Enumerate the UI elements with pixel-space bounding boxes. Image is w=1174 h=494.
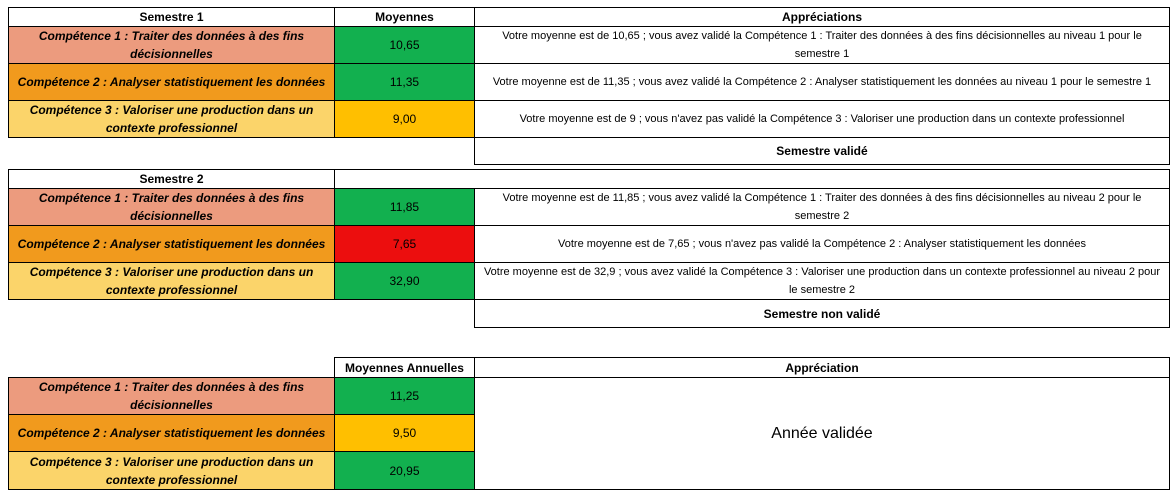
appreciations-header: Appréciations: [474, 7, 1170, 27]
s1-appreciation-3: Votre moyenne est de 9 ; vous n'avez pas…: [474, 100, 1170, 138]
an-competence-2: Compétence 2 : Analyser statistiquement …: [8, 414, 335, 452]
s2-competence-1: Compétence 1 : Traiter des données à des…: [8, 188, 335, 226]
an-moyenne-2: 9,50: [334, 414, 475, 452]
s2-moyenne-1: 11,85: [334, 188, 475, 226]
appreciation-header: Appréciation: [474, 357, 1170, 378]
an-moyenne-3: 20,95: [334, 451, 475, 490]
an-moyenne-1: 11,25: [334, 377, 475, 415]
s2-appreciation-2: Votre moyenne est de 7,65 ; vous n'avez …: [474, 225, 1170, 263]
annee-appreciation: Année validée: [474, 377, 1170, 490]
an-competence-1: Compétence 1 : Traiter des données à des…: [8, 377, 335, 415]
s2-competence-3: Compétence 3 : Valoriser une production …: [8, 262, 335, 300]
s1-competence-2: Compétence 2 : Analyser statistiquement …: [8, 63, 335, 101]
moyennes-header: Moyennes: [334, 7, 475, 27]
moyennes-annuelles-header: Moyennes Annuelles: [334, 357, 475, 378]
s1-moyenne-2: 11,35: [334, 63, 475, 101]
s2-moyenne-3: 32,90: [334, 262, 475, 300]
s1-resultat: Semestre validé: [474, 137, 1170, 165]
an-competence-3: Compétence 3 : Valoriser une production …: [8, 451, 335, 490]
s2-appreciation-3: Votre moyenne est de 32,9 ; vous avez va…: [474, 262, 1170, 300]
s1-moyenne-3: 9,00: [334, 100, 475, 138]
semestre1-header: Semestre 1: [8, 7, 335, 27]
s1-appreciation-2: Votre moyenne est de 11,35 ; vous avez v…: [474, 63, 1170, 101]
s1-moyenne-1: 10,65: [334, 26, 475, 64]
s2-appreciation-1: Votre moyenne est de 11,85 ; vous avez v…: [474, 188, 1170, 226]
s2-competence-2: Compétence 2 : Analyser statistiquement …: [8, 225, 335, 263]
s1-competence-3: Compétence 3 : Valoriser une production …: [8, 100, 335, 138]
s1-competence-1: Compétence 1 : Traiter des données à des…: [8, 26, 335, 64]
s1-appreciation-1: Votre moyenne est de 10,65 ; vous avez v…: [474, 26, 1170, 64]
s2-resultat: Semestre non validé: [474, 299, 1170, 328]
s2-moyenne-2: 7,65: [334, 225, 475, 263]
semestre2-header: Semestre 2: [8, 169, 335, 189]
semestre2-header-blank: [334, 169, 1170, 189]
